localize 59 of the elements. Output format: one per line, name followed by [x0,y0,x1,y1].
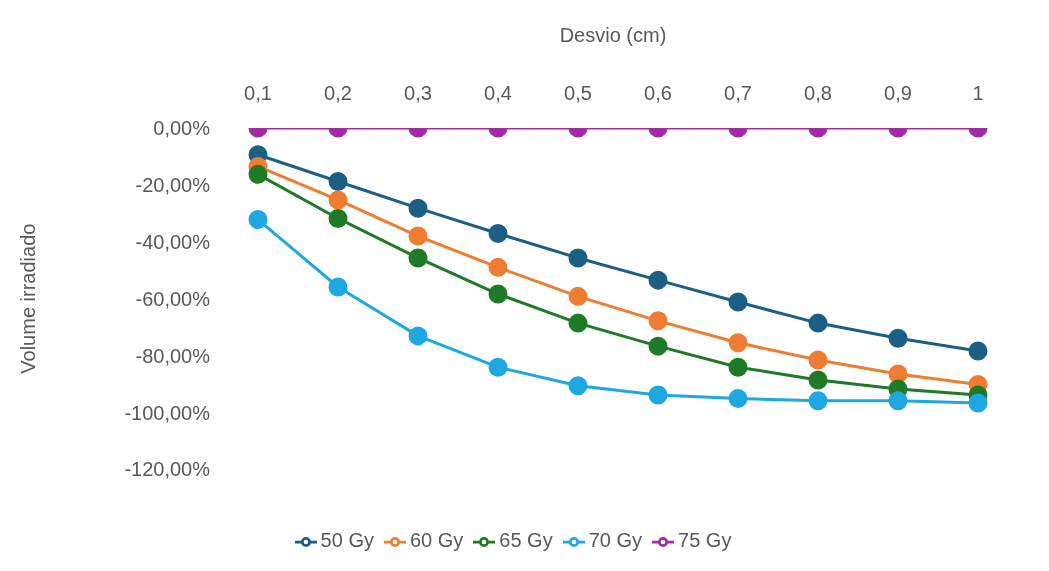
x-tick-label: 0,3 [404,82,432,104]
y-tick-label: 0,00% [153,117,211,140]
point [328,190,348,210]
point [248,210,268,230]
y-axis-title: Volume irradiado [17,223,40,374]
point [328,277,348,297]
point [888,328,908,348]
point [968,341,988,361]
point [328,208,348,228]
legend-label: 65 Gy [499,529,553,552]
point [568,286,588,306]
point [568,376,588,396]
x-tick-label: 0,5 [564,82,592,104]
point [488,257,508,277]
point [408,326,428,346]
x-tick-label: 1 [972,82,984,104]
point [568,313,588,333]
point [488,284,508,304]
point [808,313,828,333]
point [728,333,748,353]
point [968,393,988,413]
x-tick-label: 0,6 [644,82,672,104]
point [648,385,668,405]
legend-label: 50 Gy [320,529,374,552]
y-tick-label: -20,00% [135,173,211,196]
point [808,370,828,390]
y-tick-label: -80,00% [135,344,211,367]
point [408,226,428,246]
y-tick-label: -40,00% [135,230,211,253]
point [648,311,668,331]
point [568,248,588,268]
point [728,357,748,377]
point [728,388,748,408]
point [488,224,508,244]
x-tick-label: 0,8 [804,82,832,104]
y-tick-label: -60,00% [135,287,211,310]
point [888,364,908,384]
point [408,198,428,218]
legend-label: 60 Gy [409,529,464,552]
legend-label: 75 Gy [678,529,732,552]
point [808,350,828,370]
x-tick-label: 0,1 [244,82,272,104]
point [648,270,668,290]
x-axis-title: Desvio (cm) [559,24,667,47]
point [808,391,828,411]
point [888,391,908,411]
x-tick-label: 0,2 [324,82,352,104]
legend-label: 70 Gy [588,529,643,552]
point [408,248,428,268]
x-tick-label: 0,7 [724,82,752,104]
point [328,171,348,191]
y-tick-label: -100,00% [124,401,211,424]
point [488,357,508,377]
y-tick-label: -120,00% [124,458,211,481]
point [248,164,268,184]
point [648,336,668,356]
x-tick-label: 0,4 [484,82,512,104]
point [728,292,748,312]
x-tick-label: 0,9 [884,82,912,104]
